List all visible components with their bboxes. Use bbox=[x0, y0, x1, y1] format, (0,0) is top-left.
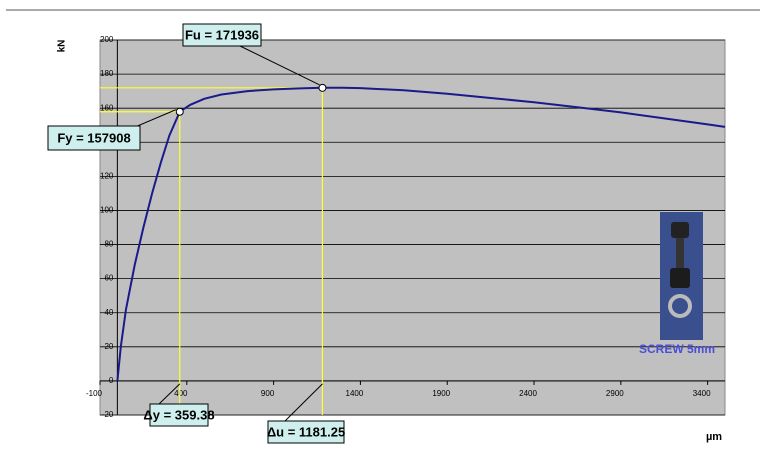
y-tick-label: 200 bbox=[100, 35, 114, 44]
marker bbox=[176, 108, 183, 115]
x-tick-label: -100 bbox=[86, 389, 103, 398]
chart: kN µm -20020406080100120140160180200-100… bbox=[0, 0, 767, 465]
x-tick-label: 900 bbox=[261, 389, 275, 398]
y-tick-label: 40 bbox=[104, 308, 113, 317]
y-tick-label: 160 bbox=[100, 103, 114, 112]
screw-nut bbox=[670, 268, 690, 288]
annotation-label: Fu = 171936 bbox=[185, 27, 259, 42]
x-tick-label: 2400 bbox=[519, 389, 537, 398]
x-tick-label: 2900 bbox=[606, 389, 624, 398]
x-tick-label: 1900 bbox=[432, 389, 450, 398]
screw-shaft bbox=[676, 238, 684, 268]
y-tick-label: -20 bbox=[102, 410, 114, 419]
x-tick-label: 3400 bbox=[693, 389, 711, 398]
annotation-label: Fy = 157908 bbox=[57, 130, 130, 145]
y-tick-label: 80 bbox=[104, 240, 113, 249]
y-axis-label: kN bbox=[57, 40, 68, 53]
y-tick-label: 180 bbox=[100, 69, 114, 78]
plot-area bbox=[100, 40, 725, 415]
annotation-label: Δu = 1181.25 bbox=[267, 424, 345, 439]
x-tick-label: 1400 bbox=[346, 389, 364, 398]
y-tick-label: 20 bbox=[104, 342, 113, 351]
annotation-label: Δy = 359.38 bbox=[143, 407, 214, 422]
x-axis-label: µm bbox=[706, 431, 722, 443]
screw-head bbox=[671, 222, 689, 238]
y-tick-label: 120 bbox=[100, 171, 114, 180]
y-tick-label: 60 bbox=[104, 274, 113, 283]
x-tick-label: 400 bbox=[174, 389, 188, 398]
y-tick-label: 100 bbox=[100, 206, 114, 215]
inset-label: SCREW 5mm bbox=[639, 342, 715, 356]
marker bbox=[319, 84, 326, 91]
